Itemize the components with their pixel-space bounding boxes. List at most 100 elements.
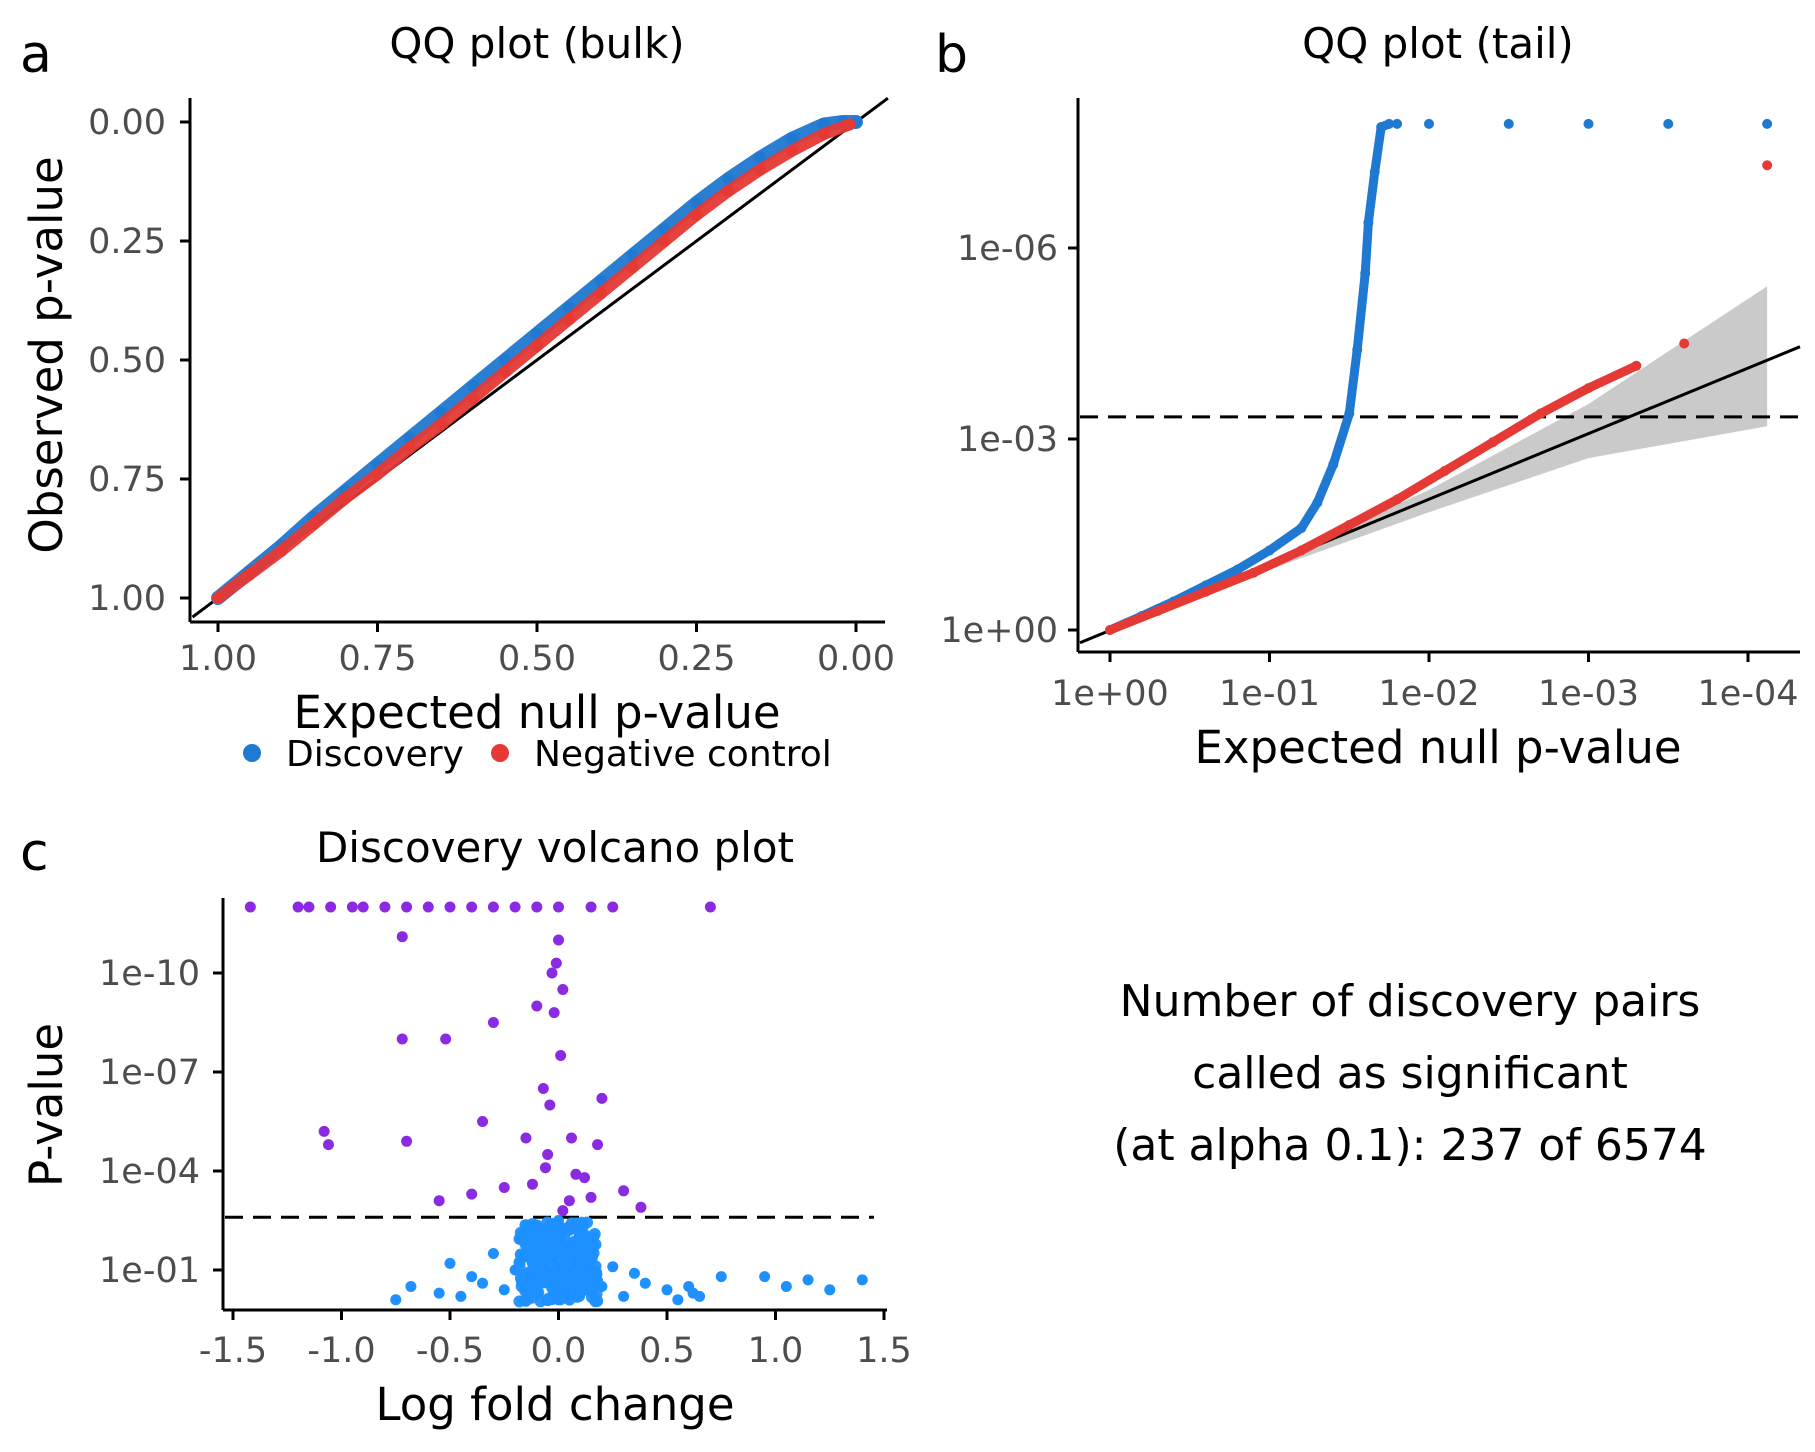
volcano-point-significant	[579, 1172, 591, 1184]
volcano-point-significant	[325, 901, 337, 913]
qq-tail-point-discovery	[1363, 217, 1374, 228]
volcano-point-significant	[379, 901, 391, 913]
volcano-point-not-significant	[542, 1238, 554, 1250]
qq-bulk-point-negative-control	[435, 418, 448, 431]
volcano-point-not-significant-cloud	[571, 1241, 584, 1254]
qq-tail-y-tick-label: 1e+00	[940, 611, 1058, 651]
volcano-point-not-significant	[585, 1251, 597, 1263]
panel-label-a: a	[20, 25, 52, 85]
volcano-x-tick-label: -1.0	[307, 1331, 375, 1371]
volcano-point-significant	[553, 934, 564, 946]
qq-bulk-x-tick-label: 0.25	[658, 639, 736, 679]
qq-bulk-point-negative-control	[531, 339, 543, 352]
qq-bulk-y-tick-label: 1.00	[88, 579, 166, 619]
qq-bulk-point-negative-control	[754, 163, 767, 176]
volcano-point-not-significant-cloud	[531, 1245, 544, 1258]
volcano-point-significant	[553, 901, 564, 913]
volcano-x-tick-label: 0.0	[531, 1331, 587, 1371]
volcano-y-tick-label: 1e-04	[99, 1152, 200, 1192]
volcano-y-ticks: 1e-01 1e-04 1e-07 1e-10	[99, 954, 223, 1291]
qq-tail-y-ticks: 1e+00 1e-03 1e-06	[940, 229, 1078, 651]
volcano-point-not-significant-cloud	[573, 1289, 586, 1302]
summary-line-2: called as significant	[1192, 1048, 1628, 1099]
qq-tail-point-discovery	[1264, 545, 1275, 556]
volcano-point-significant	[566, 1132, 578, 1144]
volcano-point-not-significant-cloud	[564, 1271, 577, 1284]
qq-bulk-y-tick-label: 0.25	[88, 222, 166, 262]
volcano-point-significant	[346, 901, 358, 913]
volcano-point-not-significant	[563, 1224, 575, 1236]
volcano-point-significant	[444, 901, 456, 913]
volcano-point-not-significant	[444, 1257, 456, 1269]
volcano-x-tick-label: 0.5	[639, 1331, 695, 1371]
qq-tail-x-tick-label: 1e-02	[1379, 674, 1480, 714]
qq-bulk-point-negative-control	[339, 492, 352, 505]
legend-swatch-discovery	[243, 744, 261, 762]
qq-tail-point-negative-control	[1439, 465, 1450, 476]
volcano-point-not-significant	[509, 1264, 521, 1276]
volcano-x-ticks: -1.5 -1.0 -0.5 0.0 0.5 1.0 1.5	[199, 1310, 912, 1371]
qq-bulk-point-negative-control	[275, 544, 288, 557]
volcano-x-tick-label: -0.5	[416, 1331, 484, 1371]
volcano-point-significant	[322, 1139, 334, 1151]
qq-tail-point-discovery	[1583, 118, 1594, 129]
volcano-point-significant	[537, 1083, 549, 1094]
qq-tail-point-discovery	[1232, 564, 1243, 575]
summary-line-3: (at alpha 0.1): 237 of 6574	[1113, 1120, 1707, 1171]
volcano-point-not-significant	[639, 1277, 651, 1289]
volcano-point-significant	[498, 1182, 510, 1193]
volcano-point-significant	[635, 1201, 647, 1213]
qq-tail-x-axis-title: Expected null p-value	[1194, 721, 1681, 774]
qq-tail-point-negative-control	[1535, 408, 1546, 419]
qq-bulk-point-negative-control	[722, 185, 735, 198]
volcano-point-not-significant	[694, 1290, 706, 1302]
volcano-point-significant	[477, 1116, 489, 1127]
legend-label-discovery: Discovery	[286, 734, 464, 775]
qq-tail-x-tick-label: 1e+00	[1051, 674, 1169, 714]
volcano-point-not-significant	[856, 1274, 868, 1286]
volcano-point-not-significant-cloud	[541, 1252, 554, 1265]
qq-tail-title: QQ plot (tail)	[1302, 19, 1574, 68]
volcano-y-tick-label: 1e-10	[99, 954, 200, 994]
qq-tail-point-negative-control	[1631, 360, 1642, 371]
volcano-point-not-significant	[802, 1274, 814, 1286]
qq-bulk-point-negative-control	[562, 313, 575, 326]
qq-tail-y-tick-label: 1e-06	[957, 229, 1058, 269]
volcano-x-tick-label: 1.0	[748, 1331, 804, 1371]
qq-bulk-y-tick-label: 0.50	[88, 341, 166, 381]
qq-tail-point-negative-control	[1344, 519, 1355, 530]
volcano-point-not-significant	[405, 1281, 417, 1292]
volcano-point-significant	[555, 1050, 567, 1061]
volcano-point-significant	[433, 1195, 445, 1207]
volcano-y-tick-label: 1e-07	[99, 1053, 200, 1093]
volcano-point-significant	[539, 1162, 551, 1174]
panel-label-c: c	[20, 823, 49, 883]
volcano-point-not-significant	[535, 1277, 547, 1289]
qq-bulk-point-discovery	[754, 151, 767, 164]
volcano-point-not-significant-cloud	[587, 1275, 600, 1288]
qq-tail-x-ticks: 1e+00 1e-01 1e-02 1e-03 1e-04	[1051, 652, 1798, 714]
volcano-point-not-significant	[628, 1267, 640, 1279]
volcano-point-significant	[550, 957, 562, 969]
volcano-point-significant	[440, 1033, 452, 1045]
qq-tail-point-negative-control	[1583, 383, 1594, 394]
qq-tail-point-negative-control	[1248, 567, 1259, 578]
volcano-point-significant	[509, 901, 521, 913]
qq-bulk-y-tick-label: 0.00	[88, 103, 166, 143]
volcano-point-significant	[563, 1195, 575, 1207]
volcano-point-not-significant	[579, 1271, 591, 1283]
volcano-point-significant	[618, 1185, 630, 1197]
volcano-point-significant	[585, 1191, 597, 1203]
volcano-point-significant	[466, 901, 478, 913]
qq-bulk-title: QQ plot (bulk)	[389, 19, 684, 68]
volcano-point-significant	[557, 1205, 569, 1217]
volcano-point-significant	[318, 1125, 330, 1137]
volcano-x-tick-label: -1.5	[199, 1331, 267, 1371]
volcano-point-not-significant-cloud	[541, 1294, 554, 1307]
volcano-point-significant	[585, 901, 597, 913]
qq-bulk-point-negative-control	[626, 261, 639, 274]
qq-tail-point-discovery	[1663, 118, 1674, 129]
qq-bulk-point-negative-control	[212, 592, 224, 604]
volcano-point-not-significant-cloud	[522, 1246, 535, 1259]
qq-tail-point-discovery	[1392, 118, 1403, 129]
